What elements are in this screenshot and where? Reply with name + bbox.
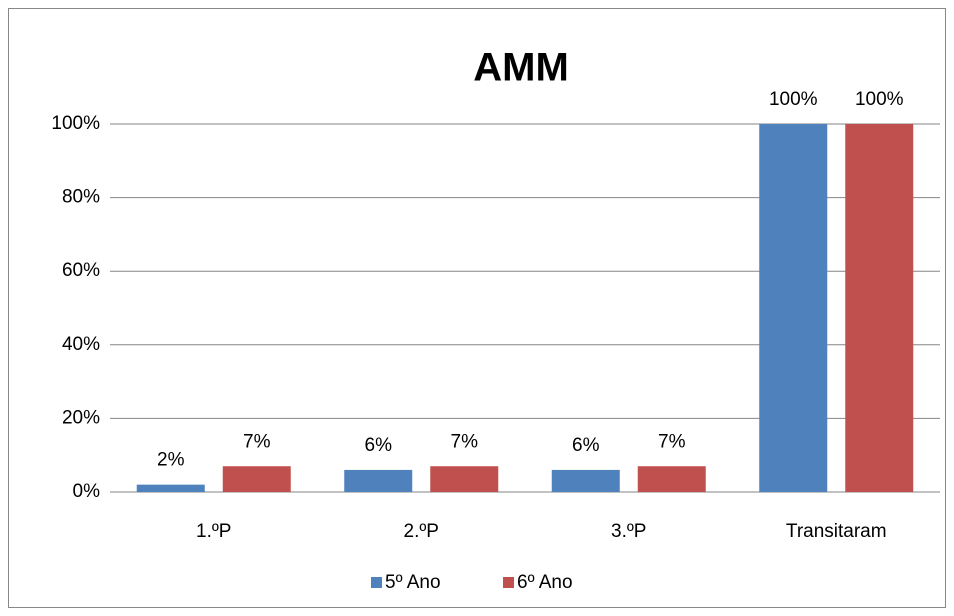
bar <box>551 469 620 492</box>
y-tick-label: 80% <box>62 187 100 208</box>
x-tick-label: Transitaram <box>786 521 887 542</box>
bar <box>759 124 828 492</box>
bar <box>344 469 413 492</box>
y-tick-label: 60% <box>62 260 100 281</box>
y-tick-label: 40% <box>62 334 100 355</box>
legend-label: 5º Ano <box>385 572 441 593</box>
legend-swatch <box>371 577 382 588</box>
bar <box>637 466 706 492</box>
bar <box>222 466 291 492</box>
bar <box>845 124 914 492</box>
y-tick-label: 20% <box>62 407 100 428</box>
value-label: 100% <box>769 89 818 110</box>
bar <box>430 466 499 492</box>
x-tick-label: 3.ºP <box>611 521 646 542</box>
value-label: 6% <box>365 435 393 456</box>
y-tick-label: 100% <box>51 113 100 134</box>
value-label: 100% <box>855 89 904 110</box>
y-tick-label: 0% <box>73 481 101 502</box>
legend-label: 6º Ano <box>517 572 573 593</box>
x-tick-label: 1.ºP <box>196 521 231 542</box>
x-tick-label: 2.ºP <box>404 521 439 542</box>
value-label: 2% <box>157 450 185 471</box>
legend-swatch <box>503 577 514 588</box>
value-label: 6% <box>572 435 600 456</box>
chart-title: AMM <box>473 46 569 90</box>
bar <box>136 484 205 492</box>
value-label: 7% <box>243 431 271 452</box>
value-label: 7% <box>658 431 686 452</box>
value-label: 7% <box>451 431 479 452</box>
